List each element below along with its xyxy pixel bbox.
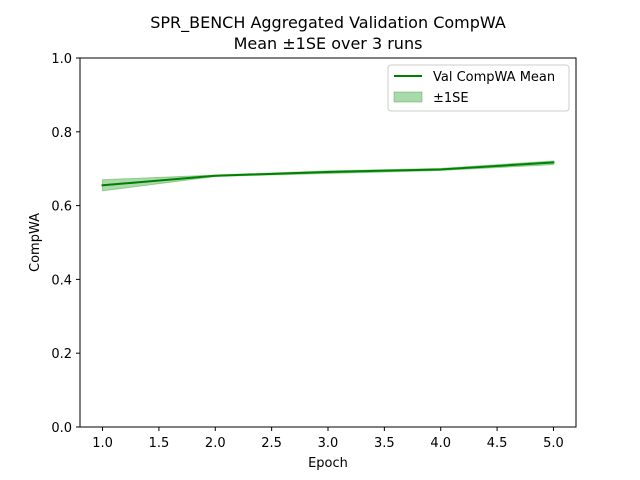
chart-subtitle: Mean ±1SE over 3 runs bbox=[234, 34, 423, 53]
se-band-0 bbox=[102, 160, 554, 192]
x-tick-label: 1.0 bbox=[92, 436, 113, 451]
y-tick-label: 0.8 bbox=[51, 126, 72, 141]
x-tick-label: 2.5 bbox=[261, 436, 282, 451]
series-line-0 bbox=[101, 161, 555, 187]
legend-box bbox=[387, 64, 570, 112]
legend-label-mean: Val CompWA Mean bbox=[433, 70, 555, 85]
legend: Val CompWA Mean ±1SE bbox=[387, 64, 570, 112]
y-tick-label: 0.6 bbox=[51, 200, 72, 215]
x-tick-label: 3.5 bbox=[374, 436, 395, 451]
y-tick-label: 0.0 bbox=[51, 421, 72, 436]
x-tick-label: 3.0 bbox=[318, 436, 339, 451]
x-tick-label: 2.0 bbox=[205, 436, 226, 451]
plot-frame bbox=[79, 57, 577, 428]
x-tick-label: 1.5 bbox=[149, 436, 170, 451]
x-tick-label: 4.5 bbox=[487, 436, 508, 451]
y-axis-label: CompWA bbox=[28, 213, 43, 272]
x-tick-label: 5.0 bbox=[543, 436, 564, 451]
x-axis-label: Epoch bbox=[308, 456, 348, 471]
x-tick-label: 4.0 bbox=[430, 436, 451, 451]
legend-label-se: ±1SE bbox=[433, 91, 469, 106]
y-tick-label: 0.2 bbox=[51, 347, 72, 362]
chart-title: SPR_BENCH Aggregated Validation CompWA bbox=[150, 13, 506, 33]
y-tick-label: 0.4 bbox=[51, 273, 72, 288]
y-tick-label: 1.0 bbox=[51, 52, 72, 67]
legend-band-swatch bbox=[393, 91, 423, 103]
